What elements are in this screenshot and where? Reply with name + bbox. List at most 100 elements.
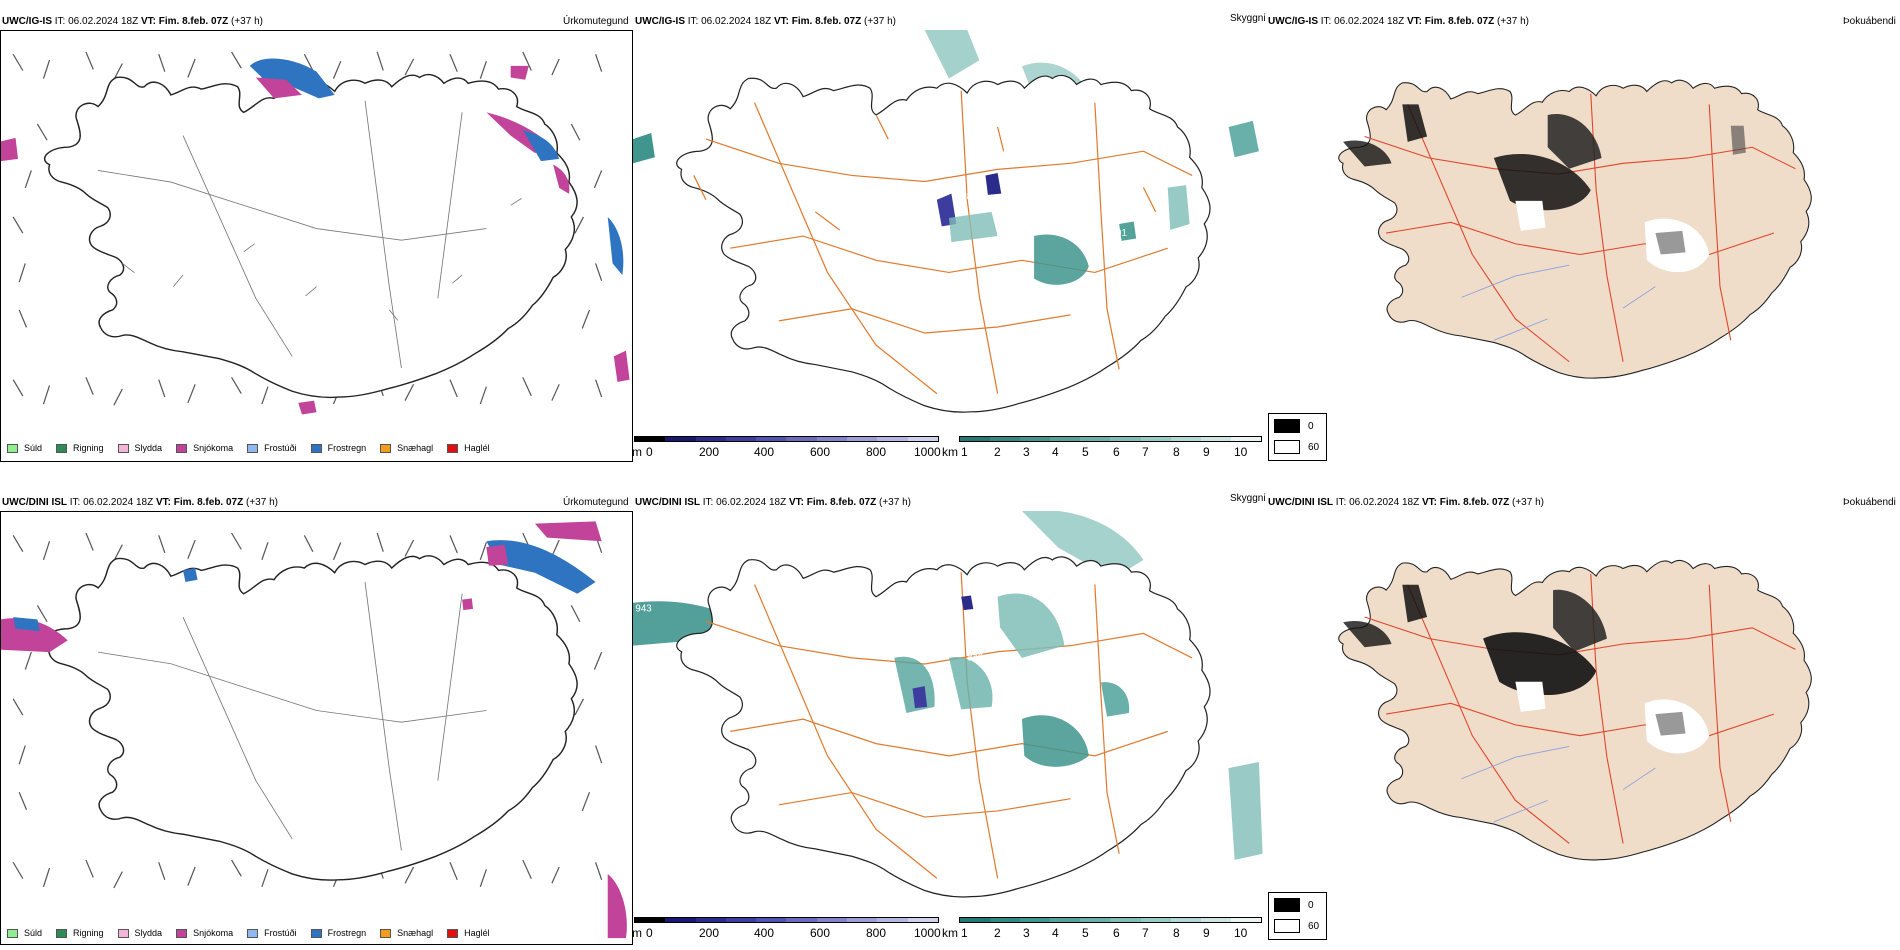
precip-legend: Súld Rigning Slydda Snjókoma Frostúði Fr… — [7, 443, 504, 453]
cbar-tick: 2 — [994, 445, 1001, 459]
legend-label: Frostregn — [327, 928, 367, 938]
cbar-seg — [1200, 918, 1231, 922]
legend-item-drizzle: Súld — [7, 443, 42, 453]
cbar-seg — [635, 437, 666, 441]
legend-label: 60 — [1308, 920, 1320, 932]
visibility-bar — [959, 917, 1262, 923]
cbar-tick: 200 — [699, 926, 720, 940]
lead-time: (+37 h) — [1497, 16, 1529, 27]
legend-swatch — [56, 928, 68, 938]
cbar-tick: 3 — [1023, 926, 1030, 940]
fog-legend-item: 0 — [1274, 419, 1314, 433]
vt-label: VT: — [1421, 497, 1437, 508]
cbar-tick: 200 — [699, 445, 720, 459]
cbar-seg — [1020, 918, 1051, 922]
legend-swatch — [176, 928, 188, 938]
cbar-seg — [816, 437, 848, 441]
cbar-tick: 4 — [1052, 445, 1059, 459]
lead-time: (+37 h) — [246, 497, 278, 508]
cbar-seg — [665, 437, 696, 441]
legend-swatch — [447, 443, 459, 453]
legend-swatch — [1274, 919, 1300, 933]
legend-swatch — [176, 443, 188, 453]
model-name: UWC/IG-IS — [2, 16, 52, 27]
precip-type-map: Súld Rigning Slydda Snjókoma Frostúði Fr… — [0, 30, 633, 462]
legend-swatch — [1274, 419, 1300, 433]
cbar-seg — [786, 437, 817, 441]
lead-time: (+37 h) — [879, 497, 911, 508]
legend-item-snow: Snjókoma — [176, 443, 233, 453]
legend-label: Súld — [24, 443, 43, 453]
visibility-map: 704 407 28 601 — [633, 30, 1259, 413]
cloud-base-bar — [634, 917, 939, 923]
visibility-panel-header: UWC/IG-IS IT: 06.02.2024 18Z VT: Fim. 8.… — [635, 16, 896, 28]
cbar-unit: km — [942, 445, 958, 459]
it-value: 06.02.2024 18Z — [1334, 16, 1405, 27]
vt-label: VT: — [788, 497, 804, 508]
it-label: IT: — [702, 497, 714, 508]
lead-time: (+37 h) — [1512, 497, 1544, 508]
cbar-seg — [816, 918, 848, 922]
legend-swatch — [117, 928, 129, 938]
cbar-tick: 8 — [1173, 445, 1180, 459]
cbar-tick: 8 — [1173, 926, 1180, 940]
vt-value: Fim. 8.feb. 07Z — [1439, 497, 1510, 508]
cbar-tick: 400 — [754, 926, 775, 940]
fog-panel-title: Þokuábendi — [1843, 497, 1896, 508]
it-label: IT: — [1335, 497, 1347, 508]
legend-label: Snæhagl — [397, 928, 434, 938]
cbar-seg — [1080, 437, 1111, 441]
wind-barbs — [12, 51, 603, 406]
cbar-seg — [847, 918, 878, 922]
map-value-label: 28 — [961, 192, 972, 203]
it-value: 06.02.2024 18Z — [83, 497, 154, 508]
legend-item-freezing-rain: Frostregn — [310, 928, 367, 938]
cbar-tick: 800 — [866, 445, 887, 459]
legend-swatch — [380, 443, 392, 453]
cbar-seg — [1140, 918, 1171, 922]
precip-map-svg — [1, 521, 627, 939]
cbar-tick: 1 — [961, 926, 968, 940]
vt-value: Fim. 8.feb. 07Z — [173, 497, 244, 508]
vt-value: Fim. 8.feb. 07Z — [791, 16, 862, 27]
cbar-seg — [1230, 437, 1261, 441]
precip-legend: Súld Rigning Slydda Snjókoma Frostúði Fr… — [7, 928, 504, 938]
cbar-seg — [1110, 437, 1141, 441]
fog-legend: 0 60 — [1268, 413, 1327, 461]
map-value-label: 704 — [985, 98, 1002, 109]
cbar-tick: 1 — [961, 445, 968, 459]
cbar-seg — [725, 918, 757, 922]
legend-item-freezing-rain: Frostregn — [310, 443, 366, 453]
cloud-base-bar — [634, 436, 939, 442]
legend-item-sleet: Slydda — [117, 928, 162, 938]
legend-label: Snjókoma — [193, 443, 234, 453]
model-name: UWC/IG-IS — [1268, 16, 1318, 27]
cbar-seg — [756, 437, 787, 441]
it-value: 06.02.2024 18Z — [1349, 497, 1420, 508]
cbar-seg — [1050, 437, 1081, 441]
cloud-base-colorbar: m 0 200 400 600 800 1000 — [632, 917, 941, 945]
legend-item-snow-pellets: Snæhagl — [380, 443, 433, 453]
legend-item-rain: Rigning — [56, 443, 104, 453]
it-label: IT: — [54, 16, 66, 27]
visibility-panel-header: UWC/DINI ISL IT: 06.02.2024 18Z VT: Fim.… — [635, 497, 911, 509]
map-value-label: 601 — [1111, 228, 1127, 239]
legend-item-snow-pellets: Snæhagl — [380, 928, 433, 938]
fog-legend: 0 60 — [1268, 892, 1327, 940]
map-value-label: 953 — [1007, 584, 1023, 595]
cbar-tick: 3 — [1023, 445, 1030, 459]
legend-swatch — [447, 928, 459, 938]
legend-item-freezing-drizzle: Frostúði — [247, 443, 297, 453]
model-name: UWC/DINI ISL — [1268, 497, 1333, 508]
cbar-seg — [1230, 918, 1261, 922]
cbar-tick: 9 — [1203, 926, 1210, 940]
vt-label: VT: — [155, 497, 171, 508]
map-value-label: 849 — [967, 652, 983, 663]
cbar-seg — [1170, 437, 1201, 441]
vt-value: Fim. 8.feb. 07Z — [158, 16, 229, 27]
legend-swatch — [56, 443, 68, 453]
cbar-tick: 1000 — [914, 445, 941, 459]
legend-label: Snjókoma — [193, 928, 234, 938]
legend-label: Frostúði — [264, 928, 297, 938]
precip-map-svg — [1, 51, 630, 415]
